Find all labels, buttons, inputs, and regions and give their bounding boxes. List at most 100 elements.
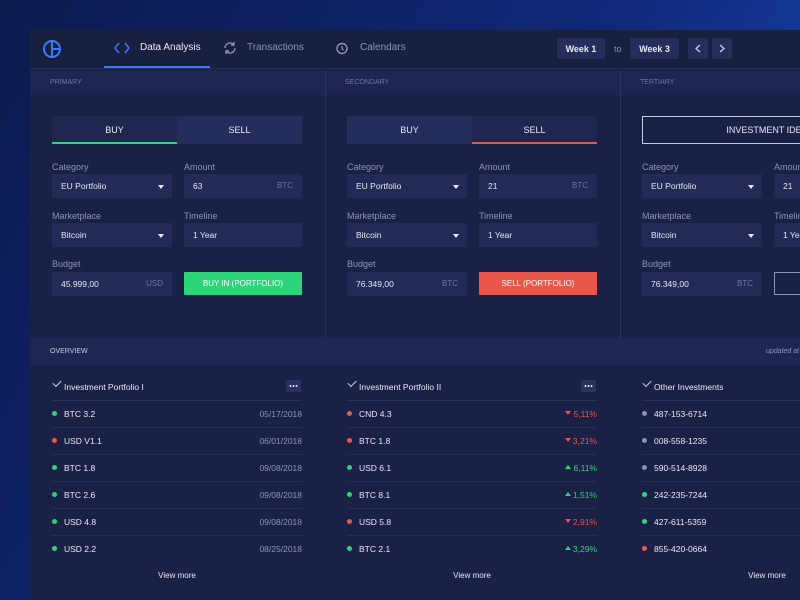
select-caret — [453, 185, 459, 189]
arrows — [695, 44, 725, 53]
item-name: 855-420-0664 — [654, 544, 707, 554]
panel-label: SECONDARY — [345, 79, 390, 86]
input[interactable] — [774, 223, 800, 247]
field-label: Category — [347, 162, 384, 172]
field-label: Timeline — [774, 210, 800, 221]
nav-tab[interactable]: Calendars — [360, 42, 406, 53]
status-dot — [347, 546, 352, 551]
field-label: Budget — [347, 259, 376, 269]
separator — [347, 508, 597, 509]
view-more[interactable]: View more — [453, 571, 491, 580]
tab-bg[interactable] — [347, 116, 472, 144]
item-name: BTC 8.1 — [359, 490, 391, 500]
input-value: 63 — [193, 181, 203, 191]
input-value: 1 Year — [783, 230, 800, 240]
item-info: 2,91% — [572, 517, 597, 527]
tab[interactable]: INVESTMENT IDEA — [726, 125, 800, 135]
next-button[interactable] — [712, 38, 732, 59]
list-title: Investment Portfolio II — [359, 382, 442, 392]
view-more[interactable]: View more — [748, 571, 786, 580]
separator — [347, 535, 597, 536]
action-label[interactable]: SELL (PORTFOLIO) — [501, 279, 575, 288]
item-info: 06/01/2018 — [259, 436, 302, 446]
input[interactable] — [52, 223, 172, 247]
panel-label: TERTIARY — [640, 79, 675, 86]
trend-arrow — [565, 519, 571, 523]
input[interactable] — [347, 223, 467, 247]
field-label: Amount — [479, 162, 511, 172]
week-to-box[interactable] — [630, 38, 679, 59]
separator — [52, 454, 302, 455]
action-button[interactable] — [479, 272, 597, 295]
prev-button[interactable] — [688, 38, 708, 59]
view-more[interactable]: View more — [158, 571, 196, 580]
select-caret — [158, 234, 164, 238]
input[interactable] — [184, 174, 302, 198]
action-button[interactable] — [774, 272, 800, 295]
separator — [642, 400, 800, 401]
input-unit: BTC — [277, 181, 293, 190]
input-value: EU Portfolio — [61, 181, 107, 191]
status-dot — [347, 492, 352, 497]
status-dot — [52, 465, 57, 470]
separator — [52, 400, 302, 401]
input[interactable] — [347, 272, 467, 296]
input[interactable] — [774, 174, 800, 198]
separator — [642, 481, 800, 482]
status-dot — [52, 546, 57, 551]
input[interactable] — [479, 174, 597, 198]
tab[interactable]: BUY — [400, 125, 419, 135]
item-info: 1,51% — [572, 490, 597, 500]
field-label: Marketplace — [347, 210, 397, 221]
overview-header — [30, 338, 800, 365]
status-dot — [642, 465, 647, 470]
status-dot — [642, 519, 647, 524]
item-name: USD V1.1 — [64, 436, 102, 446]
separator — [347, 481, 597, 482]
input[interactable] — [184, 223, 302, 247]
separator — [347, 400, 597, 401]
tab-bg[interactable] — [177, 116, 302, 144]
input[interactable] — [347, 174, 467, 198]
status-dot — [642, 411, 647, 416]
action-label[interactable]: BUY IN (PORTFOLIO) — [202, 279, 284, 288]
input[interactable] — [52, 174, 172, 198]
input-value: 21 — [783, 181, 793, 191]
week-from-box[interactable] — [557, 38, 605, 59]
item-info: 6,11% — [573, 463, 597, 473]
tab-bg[interactable] — [472, 116, 597, 144]
updated: updated at — [766, 348, 800, 355]
tab[interactable]: SELL — [228, 125, 251, 135]
item-info: 05/17/2018 — [259, 409, 302, 419]
tab[interactable]: BUY — [105, 125, 124, 135]
input[interactable] — [642, 174, 762, 198]
input[interactable] — [642, 223, 762, 247]
input-value: EU Portfolio — [356, 181, 402, 191]
select-caret — [453, 234, 459, 238]
item-info: 08/25/2018 — [259, 544, 302, 554]
item-name: BTC 2.6 — [64, 490, 96, 500]
input[interactable] — [479, 223, 597, 247]
tab[interactable]: SELL — [523, 125, 546, 135]
input-value: 76.349,00 — [356, 279, 394, 289]
nav-tab[interactable]: Data Analysis — [140, 42, 201, 53]
item-info: 09/08/2018 — [259, 463, 302, 473]
field-label: Category — [642, 162, 679, 172]
item-name: 487-153-6714 — [654, 409, 707, 419]
status-dot — [347, 465, 352, 470]
menu-dots — [584, 385, 593, 387]
item-name: 008-558-1235 — [654, 436, 707, 446]
item-name: USD 4.8 — [64, 517, 97, 527]
nav-tab[interactable]: Transactions — [247, 42, 304, 53]
input-value: EU Portfolio — [651, 181, 697, 191]
item-name: BTC 2.1 — [359, 544, 391, 554]
field-label: Amount — [184, 162, 216, 172]
trend-arrow — [565, 438, 571, 442]
tab-bg[interactable] — [52, 116, 177, 144]
input[interactable] — [52, 272, 172, 296]
tab-outline[interactable] — [642, 116, 800, 144]
panel-label: PRIMARY — [50, 79, 82, 86]
action-button[interactable] — [184, 272, 302, 295]
input[interactable] — [642, 272, 762, 296]
status-dot — [347, 519, 352, 524]
